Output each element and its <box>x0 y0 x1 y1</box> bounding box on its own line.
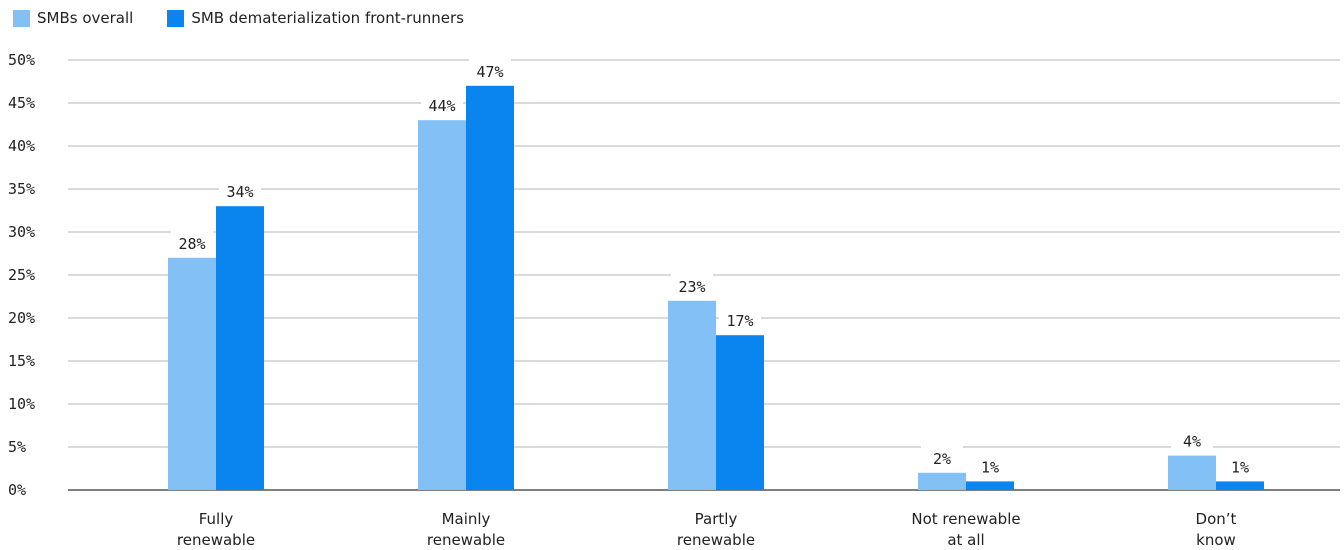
data-label: 44% <box>428 97 455 115</box>
data-label-background <box>921 445 963 468</box>
bar <box>1168 455 1216 490</box>
y-tick-label: 0% <box>8 481 26 499</box>
x-tick-label: renewable <box>177 531 255 549</box>
data-label-background <box>671 273 713 296</box>
gridlines <box>68 59 1340 491</box>
bar <box>1216 481 1264 490</box>
data-label-background <box>219 179 261 202</box>
x-tick-label: know <box>1196 531 1236 549</box>
data-label-background <box>421 93 463 116</box>
x-tick-label: Don’t <box>1196 510 1237 528</box>
y-tick-label: 5% <box>8 438 26 456</box>
x-tick-label: renewable <box>427 531 505 549</box>
data-label: 1% <box>1231 458 1249 476</box>
legend-label-smbs-overall: SMBs overall <box>37 9 134 27</box>
data-label: 47% <box>476 63 503 81</box>
bar <box>966 481 1014 490</box>
data-label-background <box>1171 428 1213 451</box>
x-tick-label: Partly <box>695 510 738 528</box>
legend-item-front-runners: SMB dematerialization front-runners <box>167 9 464 27</box>
y-axis-ticks: 50% 45% 40% 35% 30% 25% 20% 15% 10% 5% 0% <box>8 51 35 499</box>
x-tick-label: Mainly <box>442 510 491 528</box>
data-label-background <box>719 308 761 331</box>
y-tick-label: 45% <box>8 94 35 112</box>
y-tick-label: 40% <box>8 137 35 155</box>
data-label-background <box>469 58 511 81</box>
x-tick-label: renewable <box>677 531 755 549</box>
y-tick-label: 20% <box>8 309 35 327</box>
data-label: 17% <box>726 312 753 330</box>
data-label: 34% <box>226 183 253 201</box>
x-tick-label: Not renewable <box>911 510 1020 528</box>
data-label: 28% <box>178 235 205 253</box>
data-label-background <box>969 454 1011 477</box>
bar <box>466 85 514 491</box>
legend-item-smbs-overall: SMBs overall <box>13 9 133 27</box>
data-label: 23% <box>678 278 705 296</box>
legend-swatch-front-runners <box>167 9 185 27</box>
chart-legend: SMBs overall SMB dematerialization front… <box>13 6 464 30</box>
x-tick-label: Fully <box>199 510 234 528</box>
bar <box>918 472 966 490</box>
bar <box>418 120 466 490</box>
bar <box>716 335 764 490</box>
bar <box>668 300 716 490</box>
data-label: 4% <box>1183 433 1201 451</box>
bars <box>168 85 1264 491</box>
x-axis-ticks: Fully renewable Mainly renewable Partly renew… <box>177 510 1237 549</box>
bar <box>168 257 216 490</box>
data-label-background <box>171 230 213 253</box>
bar <box>216 206 264 490</box>
y-tick-label: 10% <box>8 395 35 413</box>
y-tick-label: 15% <box>8 352 35 370</box>
legend-swatch-smbs-overall <box>13 9 30 27</box>
y-tick-label: 25% <box>8 266 35 284</box>
data-label: 1% <box>981 458 999 476</box>
legend-label-front-runners: SMB dematerialization front-runners <box>191 9 464 27</box>
data-label-background <box>1219 454 1261 477</box>
x-tick-label: at all <box>947 531 984 549</box>
y-tick-label: 30% <box>8 223 35 241</box>
data-label: 2% <box>933 450 951 468</box>
y-tick-label: 35% <box>8 180 35 198</box>
y-tick-label: 50% <box>8 51 35 69</box>
data-labels: 28% 44% 23% 2% 4% 34% 47% 17% 1% 1% <box>171 58 1261 477</box>
